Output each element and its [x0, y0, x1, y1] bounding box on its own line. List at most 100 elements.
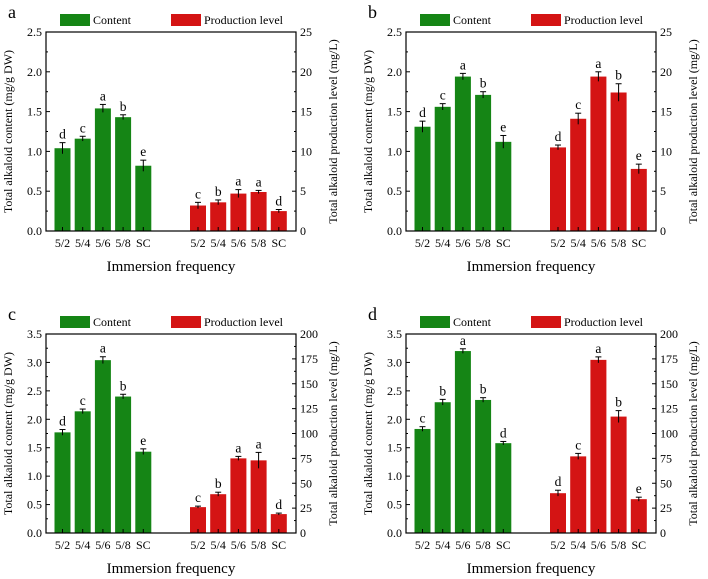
- significance-letter: a: [235, 174, 241, 189]
- legend-label-content: Content: [93, 13, 132, 27]
- significance-letter: b: [215, 476, 222, 491]
- y-right-tick-label: 10: [300, 144, 312, 158]
- significance-letter: c: [575, 97, 581, 112]
- y-left-tick-label: 2.0: [387, 412, 402, 426]
- y-left-tick-label: 2.0: [27, 65, 42, 79]
- y-left-axis-title: Total alkaloid content (mg/g DW): [361, 352, 375, 515]
- bar-production: [230, 193, 247, 231]
- x-tick-label: SC: [496, 236, 511, 250]
- legend: Content Production level: [420, 315, 644, 329]
- bar-content: [475, 94, 492, 231]
- y-left-tick-label: 0.5: [387, 498, 402, 512]
- significance-letter: b: [215, 184, 222, 199]
- y-right-tick-label: 10: [660, 144, 672, 158]
- legend-swatch-production: [531, 14, 561, 26]
- x-tick-label: 5/2: [415, 538, 430, 552]
- x-tick-label: 5/4: [435, 236, 450, 250]
- bar-content: [54, 432, 71, 533]
- legend: Content Production level: [60, 315, 284, 329]
- y-right-axis-title: Total alkaloid production level (mg/L): [686, 341, 700, 525]
- y-right-tick-label: 5: [300, 184, 306, 198]
- bar-content: [115, 396, 132, 533]
- x-tick-label: SC: [631, 236, 646, 250]
- x-axis-title: Immersion frequency: [467, 259, 596, 275]
- panel-label: a: [8, 2, 16, 22]
- significance-letter: c: [440, 88, 446, 103]
- x-tick-label: 5/4: [211, 538, 226, 552]
- x-tick-label: 5/2: [55, 236, 70, 250]
- bar-production: [630, 168, 647, 231]
- bar-production: [590, 76, 607, 232]
- legend-label-production: Production level: [204, 315, 284, 329]
- y-right-tick-label: 0: [300, 224, 306, 238]
- bar-production: [550, 147, 566, 231]
- y-right-axis-title: Total alkaloid production level (mg/L): [326, 341, 340, 525]
- y-right-tick-label: 175: [300, 352, 318, 366]
- significance-letter: d: [59, 414, 66, 429]
- significance-letter: c: [80, 120, 86, 135]
- x-tick-label: 5/8: [251, 236, 266, 250]
- bar-content: [94, 360, 111, 533]
- x-tick-label: 5/2: [190, 538, 205, 552]
- significance-letter: d: [500, 425, 507, 440]
- significance-letter: b: [480, 382, 487, 397]
- x-tick-label: SC: [496, 538, 511, 552]
- significance-letter: c: [575, 437, 581, 452]
- y-right-tick-label: 25: [300, 501, 312, 515]
- bar-production: [610, 416, 627, 533]
- bar-content: [454, 351, 471, 533]
- x-tick-label: SC: [136, 236, 151, 250]
- significance-letter: c: [420, 411, 426, 426]
- y-right-tick-label: 15: [660, 105, 672, 119]
- chart-panel-d: d Content Production level 0.0 0.5 1.0 1.5 2.0 2…: [361, 304, 700, 577]
- y-left-tick-label: 2.5: [387, 25, 402, 39]
- x-tick-label: 5/2: [55, 538, 70, 552]
- bar-content: [135, 451, 152, 533]
- y-left-tick-label: 1.0: [387, 469, 402, 483]
- x-tick-label: 5/2: [550, 236, 565, 250]
- x-tick-label: 5/6: [455, 236, 470, 250]
- bar-content: [414, 428, 431, 533]
- legend-swatch-content: [60, 316, 90, 328]
- significance-letter: b: [480, 76, 487, 91]
- y-left-tick-label: 1.0: [27, 144, 42, 158]
- bar-production: [210, 494, 227, 533]
- x-tick-label: 5/8: [475, 236, 490, 250]
- y-left-axis-title: Total alkaloid content (mg/g DW): [361, 50, 375, 213]
- significance-letter: c: [195, 490, 201, 505]
- x-tick-label: 5/8: [115, 236, 130, 250]
- significance-letter: e: [140, 144, 146, 159]
- x-tick-label: 5/2: [550, 538, 565, 552]
- bar-content: [74, 138, 91, 231]
- legend-label-content: Content: [453, 13, 492, 27]
- y-right-axis-title: Total alkaloid production level (mg/L): [686, 39, 700, 223]
- y-left-tick-label: 1.0: [27, 469, 42, 483]
- y-right-tick-label: 15: [300, 105, 312, 119]
- significance-letter: a: [256, 436, 262, 451]
- bar-content: [54, 148, 71, 231]
- y-left-tick-label: 0.0: [27, 526, 42, 540]
- significance-letter: d: [275, 194, 282, 209]
- x-tick-label: 5/4: [211, 236, 226, 250]
- y-right-tick-label: 150: [660, 377, 678, 391]
- y-left-tick-label: 0.0: [387, 224, 402, 238]
- x-tick-label: 5/4: [571, 236, 586, 250]
- x-tick-label: 5/8: [251, 538, 266, 552]
- x-axis-title: Immersion frequency: [107, 259, 236, 275]
- x-tick-label: 5/8: [475, 538, 490, 552]
- x-tick-label: 5/8: [611, 236, 626, 250]
- y-left-tick-label: 1.5: [387, 441, 402, 455]
- y-left-tick-label: 3.5: [27, 327, 42, 341]
- y-left-tick-label: 1.5: [27, 105, 42, 119]
- significance-letter: b: [615, 395, 622, 410]
- y-left-tick-label: 2.0: [387, 65, 402, 79]
- significance-letter: e: [140, 433, 146, 448]
- y-right-tick-label: 175: [660, 352, 678, 366]
- panel-label: c: [8, 304, 16, 324]
- x-tick-label: 5/2: [190, 236, 205, 250]
- x-tick-label: 5/4: [75, 236, 90, 250]
- x-tick-label: SC: [631, 538, 646, 552]
- significance-letter: a: [595, 56, 601, 71]
- bar-production: [250, 460, 267, 533]
- significance-letter: d: [555, 129, 562, 144]
